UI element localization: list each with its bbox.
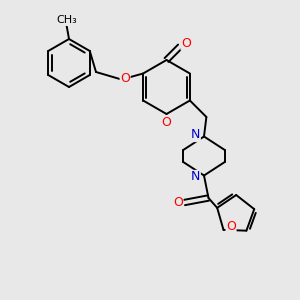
Text: O: O	[161, 116, 171, 129]
Text: N: N	[191, 128, 200, 142]
Text: N: N	[191, 170, 200, 184]
Text: O: O	[226, 220, 236, 233]
Text: O: O	[181, 37, 191, 50]
Text: O: O	[120, 71, 130, 85]
Text: CH₃: CH₃	[56, 15, 77, 26]
Text: O: O	[173, 196, 183, 209]
